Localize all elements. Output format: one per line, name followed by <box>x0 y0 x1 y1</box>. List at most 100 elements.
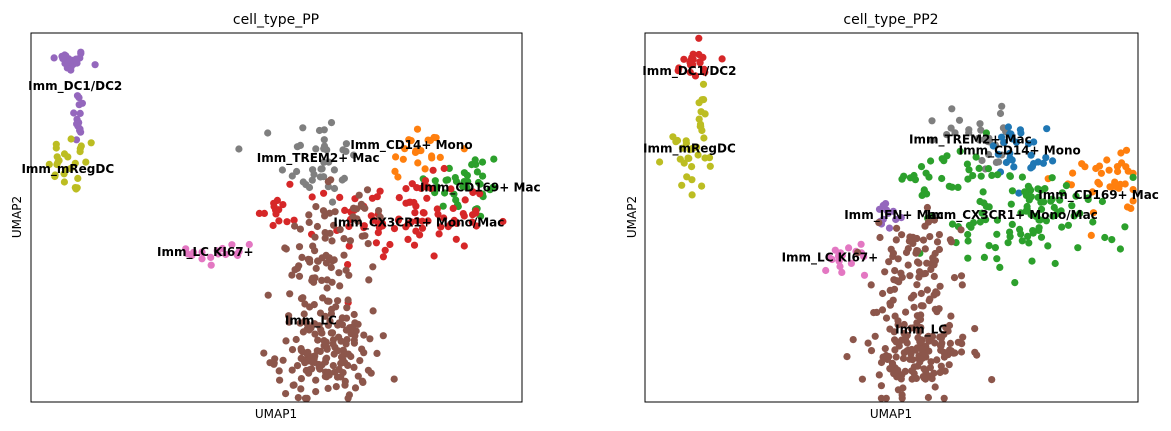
data-point-imm-cx3cr1-mono-mac <box>395 194 403 202</box>
data-point-imm-lc <box>291 266 299 274</box>
data-point-imm-lc <box>912 346 920 354</box>
data-point-imm-lc <box>312 203 320 211</box>
data-point-imm-cd169-mac <box>474 178 483 187</box>
data-point-imm-lc-ki67- <box>218 244 227 253</box>
data-point-imm-dc1-dc2 <box>699 53 707 62</box>
data-point-imm-lc <box>327 310 335 318</box>
data-point-imm-lc <box>297 375 305 383</box>
data-point-imm-lc <box>332 303 340 311</box>
data-point-imm-cd169-mac <box>1117 149 1125 157</box>
data-point-imm-cx3cr1-mono-mac <box>1058 223 1066 231</box>
data-point-imm-lc <box>957 348 966 356</box>
data-point-imm-cd169-mac <box>1069 169 1077 177</box>
data-point-imm-lc <box>360 331 368 339</box>
data-point-imm-lc <box>946 236 955 244</box>
data-point-imm-lc <box>931 339 939 347</box>
data-point-imm-trem2-mac <box>288 172 296 180</box>
data-point-imm-cd169-mac <box>473 168 481 176</box>
data-point-imm-mregdc <box>683 173 691 181</box>
data-point-imm-cd169-mac <box>1105 166 1113 174</box>
data-point-imm-lc <box>958 340 966 348</box>
data-point-imm-cx3cr1-mono-mac <box>411 209 419 217</box>
data-point-imm-lc <box>305 324 313 332</box>
data-point-imm-trem2-mac <box>943 131 951 139</box>
data-point-imm-cd14-mono <box>989 142 997 150</box>
data-point-imm-lc <box>296 225 304 233</box>
data-point-imm-trem2-mac <box>318 165 326 173</box>
data-point-imm-cx3cr1-mono-mac <box>993 255 1001 263</box>
data-point-imm-lc <box>940 330 948 338</box>
data-point-imm-lc-ki67- <box>207 253 215 261</box>
data-point-imm-lc <box>366 335 374 343</box>
data-point-imm-cx3cr1-mono-mac <box>286 180 294 188</box>
data-point-imm-dc1-dc2 <box>691 72 700 80</box>
data-point-imm-cx3cr1-mono-mac <box>379 253 387 261</box>
data-point-imm-cd14-mono <box>1010 163 1018 171</box>
panel-2-frame <box>644 32 1139 403</box>
data-point-imm-cx3cr1-mono-mac <box>1089 218 1097 226</box>
data-point-imm-cx3cr1-mono-mac <box>404 235 412 243</box>
data-point-imm-lc <box>390 375 398 383</box>
data-point-imm-trem2-mac <box>978 156 986 165</box>
data-point-imm-dc1-dc2 <box>75 94 83 102</box>
data-point-imm-cx3cr1-mono-mac <box>469 188 477 197</box>
data-point-imm-cx3cr1-mono-mac <box>1076 209 1084 217</box>
data-point-imm-mregdc <box>45 160 53 168</box>
data-point-imm-lc <box>350 204 358 212</box>
data-point-imm-lc <box>917 311 925 319</box>
data-point-imm-lc <box>928 375 936 383</box>
data-point-imm-lc <box>354 217 362 225</box>
data-point-imm-mregdc <box>684 154 692 162</box>
data-point-imm-dc1-dc2 <box>72 136 81 144</box>
data-point-imm-mregdc <box>669 133 677 141</box>
data-point-imm-lc <box>940 394 948 402</box>
data-point-imm-lc <box>894 317 902 325</box>
data-point-imm-cx3cr1-mono-mac <box>421 183 429 191</box>
data-point-imm-cx3cr1-mono-mac <box>1129 173 1137 181</box>
data-point-imm-lc <box>358 345 366 353</box>
data-point-imm-lc <box>313 222 321 231</box>
data-point-imm-trem2-mac <box>320 158 328 166</box>
data-point-imm-lc <box>299 294 307 302</box>
data-point-imm-mregdc <box>678 181 686 189</box>
data-point-imm-lc <box>343 304 351 312</box>
data-point-imm-lc <box>324 368 332 376</box>
data-point-imm-lc <box>312 388 320 396</box>
data-point-imm-trem2-mac <box>996 109 1005 118</box>
data-point-imm-lc <box>923 286 932 294</box>
data-point-imm-trem2-mac <box>299 178 307 186</box>
data-point-imm-lc <box>890 370 898 378</box>
cluster-label-imm-cd169-mac: Imm_CD169+ Mac <box>1038 188 1159 203</box>
data-point-imm-cx3cr1-mono-mac <box>435 230 443 238</box>
data-point-imm-cx3cr1-mono-mac <box>476 190 484 198</box>
data-point-imm-cd14-mono <box>426 136 434 145</box>
data-point-imm-trem2-mac <box>320 136 328 144</box>
data-point-imm-lc <box>879 289 887 298</box>
data-point-imm-cd169-mac <box>1094 178 1102 186</box>
data-point-imm-cx3cr1-mono-mac <box>372 239 380 247</box>
data-point-imm-cx3cr1-mono-mac <box>430 252 438 260</box>
data-point-imm-lc <box>334 347 342 355</box>
data-point-imm-cx3cr1-mono-mac <box>1021 188 1029 196</box>
data-point-imm-dc1-dc2 <box>718 55 726 63</box>
data-point-imm-ifn-mac <box>885 224 894 232</box>
data-point-imm-cd14-mono <box>1049 157 1057 165</box>
data-point-imm-lc <box>907 324 915 332</box>
data-point-imm-cd169-mac <box>1097 169 1105 177</box>
data-point-imm-lc <box>315 322 323 330</box>
data-point-imm-lc <box>367 369 375 377</box>
data-point-imm-cx3cr1-mono-mac <box>1028 257 1036 265</box>
data-point-imm-lc <box>291 222 299 230</box>
data-point-imm-lc <box>346 237 354 245</box>
data-point-imm-lc <box>350 363 358 371</box>
data-point-imm-mregdc <box>688 163 696 171</box>
data-point-imm-lc <box>290 381 298 389</box>
data-point-imm-lc <box>895 278 903 286</box>
data-point-imm-lc <box>899 384 907 392</box>
data-point-imm-cx3cr1-mono-mac <box>964 237 972 245</box>
data-point-imm-cx3cr1-mono-mac <box>1018 173 1026 181</box>
data-point-imm-trem2-mac <box>974 134 982 142</box>
data-point-imm-lc <box>881 268 889 276</box>
data-point-imm-lc-ki67- <box>836 255 844 263</box>
data-point-imm-cx3cr1-mono-mac <box>985 242 993 250</box>
